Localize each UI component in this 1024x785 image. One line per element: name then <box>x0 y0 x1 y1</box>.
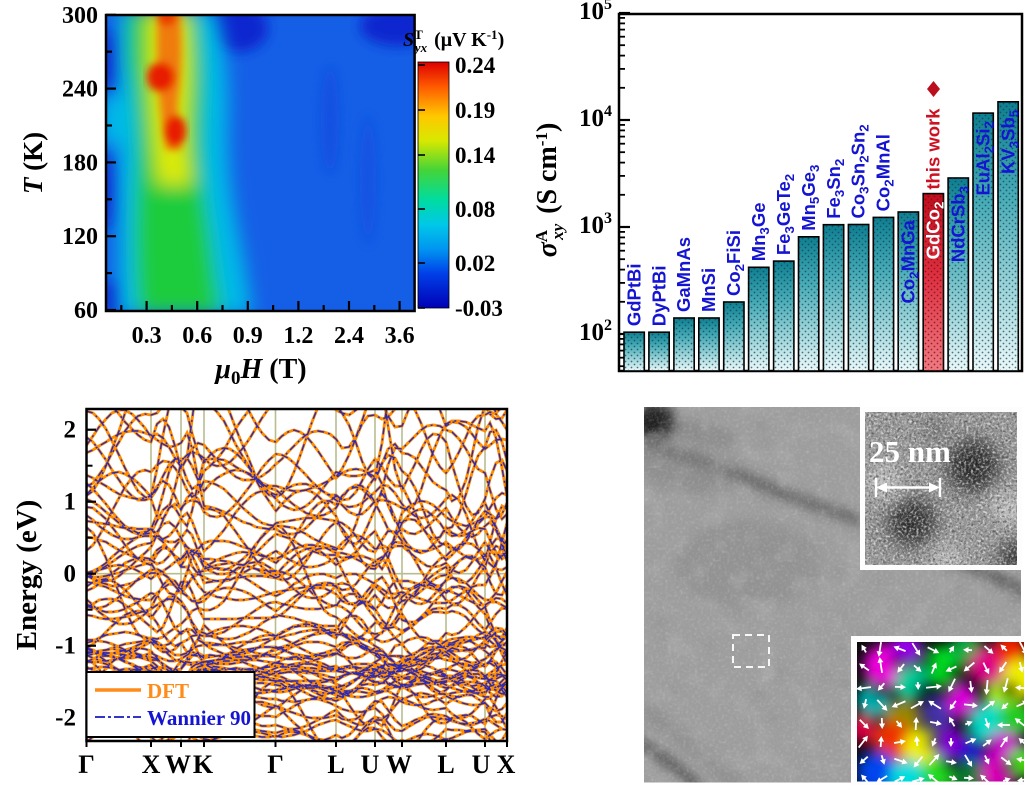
svg-text:105: 105 <box>579 0 612 25</box>
svg-text:L: L <box>437 750 454 779</box>
svg-text:GaMnAs: GaMnAs <box>673 237 694 312</box>
svg-text:EuAl2Si2: EuAl2Si2 <box>972 121 996 195</box>
svg-text:1.2: 1.2 <box>283 323 313 349</box>
svg-text:U: U <box>472 750 491 779</box>
svg-text:σAxy (S cm-1): σAxy (S cm-1) <box>532 123 567 258</box>
svg-text:this work: this work <box>923 108 944 190</box>
svg-text:Mn5Ge3: Mn5Ge3 <box>798 165 822 231</box>
svg-text:Co2MnAl: Co2MnAl <box>873 134 897 211</box>
svg-text:μ0H (T): μ0H (T) <box>213 354 306 389</box>
svg-text:0.08: 0.08 <box>455 197 495 222</box>
svg-text:Co3Sn2Sn2: Co3Sn2Sn2 <box>848 124 872 218</box>
svg-text:0: 0 <box>64 561 77 588</box>
svg-text:0.3: 0.3 <box>132 323 162 349</box>
svg-text:60: 60 <box>74 298 98 324</box>
svg-text:120: 120 <box>62 224 98 250</box>
svg-text:-0.03: -0.03 <box>455 296 503 321</box>
svg-text:Fe3GeTe2: Fe3GeTe2 <box>773 174 797 255</box>
svg-text:2.4: 2.4 <box>334 323 364 349</box>
svg-text:Fe3Sn2: Fe3Sn2 <box>823 159 847 219</box>
svg-text:MnSi: MnSi <box>698 268 719 312</box>
svg-text:300: 300 <box>62 3 98 29</box>
svg-text:X: X <box>142 750 161 779</box>
svg-text:103: 103 <box>579 210 612 239</box>
svg-text:U: U <box>361 750 380 779</box>
svg-text:GdCo2: GdCo2 <box>923 202 947 260</box>
svg-text:104: 104 <box>579 103 612 132</box>
svg-text:W: W <box>386 750 412 779</box>
svg-text:0.9: 0.9 <box>233 323 263 349</box>
svg-text:240: 240 <box>62 77 98 103</box>
svg-text:Co2MnGa: Co2MnGa <box>898 219 922 303</box>
svg-text:L: L <box>327 750 344 779</box>
svg-text:25 nm: 25 nm <box>869 434 951 469</box>
svg-text:Γ: Γ <box>267 750 284 779</box>
svg-text:DFT: DFT <box>147 679 189 703</box>
svg-text:X: X <box>497 750 516 779</box>
svg-text:0.6: 0.6 <box>182 323 212 349</box>
svg-text:NdCrSb3: NdCrSb3 <box>947 186 971 262</box>
svg-text:Wannier 90: Wannier 90 <box>147 706 251 730</box>
svg-text:Γ: Γ <box>78 750 95 779</box>
svg-text:1: 1 <box>64 489 77 516</box>
svg-text:0.14: 0.14 <box>455 143 496 168</box>
svg-text:DyPtBi: DyPtBi <box>648 266 669 327</box>
svg-text:0.02: 0.02 <box>455 251 495 276</box>
svg-text:0.24: 0.24 <box>455 53 496 78</box>
svg-text:T (K): T (K) <box>18 132 48 194</box>
svg-text:K: K <box>193 750 214 779</box>
svg-text:2: 2 <box>64 417 77 444</box>
svg-text:102: 102 <box>579 317 612 346</box>
svg-text:W: W <box>165 750 191 779</box>
svg-text:KV3Sb5: KV3Sb5 <box>997 109 1021 174</box>
svg-text:-2: -2 <box>55 705 76 732</box>
svg-text:GdPtBi: GdPtBi <box>623 263 644 326</box>
svg-text:180: 180 <box>62 150 98 176</box>
svg-text:3.6: 3.6 <box>385 323 415 349</box>
svg-text:Energy (eV): Energy (eV) <box>11 500 43 651</box>
svg-text:Co2FiSi: Co2FiSi <box>723 230 747 296</box>
svg-text:Mn3Ge: Mn3Ge <box>748 202 772 261</box>
svg-text:-1: -1 <box>55 633 76 660</box>
svg-text:0.19: 0.19 <box>455 98 495 123</box>
